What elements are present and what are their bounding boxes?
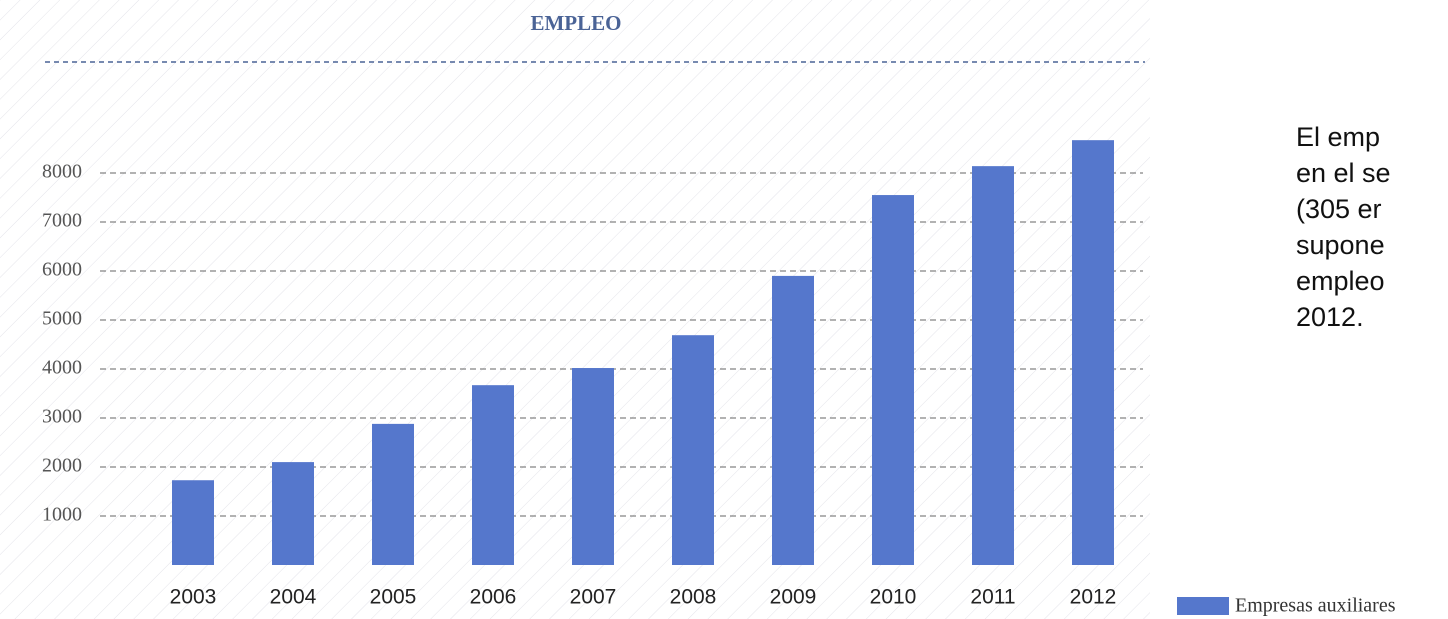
side-text-line: (305 er [1296, 194, 1382, 224]
side-text-line: El emp [1296, 122, 1380, 152]
x-tick-label: 2010 [870, 586, 917, 609]
bar [472, 385, 514, 565]
y-tick-label: 3000 [42, 406, 82, 428]
x-tick-label: 2012 [1070, 586, 1117, 609]
y-tick-label: 7000 [42, 210, 82, 232]
x-tick-label: 2004 [270, 586, 317, 609]
bar [872, 195, 914, 566]
x-tick-label: 2007 [570, 586, 617, 609]
y-tick-label: 8000 [42, 161, 82, 183]
y-tick-label: 1000 [42, 504, 82, 526]
legend-label: Empresas auxiliares [1235, 595, 1396, 617]
chart-title: EMPLEO [530, 11, 621, 35]
side-text-line: supone [1296, 230, 1385, 260]
y-tick-label: 6000 [42, 259, 82, 281]
x-tick-label: 2011 [970, 586, 1015, 609]
x-tick-label: 2008 [670, 586, 717, 609]
y-tick-label: 2000 [42, 455, 82, 477]
y-tick-label: 4000 [42, 357, 82, 379]
bar [572, 368, 614, 565]
bar [172, 480, 214, 565]
bar [972, 166, 1014, 565]
x-tick-label: 2006 [470, 586, 517, 609]
side-text-line: en el se [1296, 158, 1391, 188]
legend-swatch [1177, 597, 1229, 615]
bar [272, 462, 314, 565]
side-text-line: 2012. [1296, 302, 1364, 332]
y-tick-label: 5000 [42, 308, 82, 330]
bar [672, 335, 714, 565]
bar [772, 275, 814, 565]
bar [372, 423, 414, 565]
x-tick-label: 2003 [170, 586, 217, 609]
x-tick-label: 2009 [770, 586, 817, 609]
side-text-line: empleo [1296, 266, 1385, 296]
bar [1072, 140, 1114, 566]
x-tick-label: 2005 [370, 586, 417, 609]
